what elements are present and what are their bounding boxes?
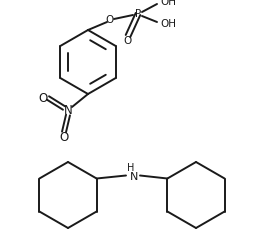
Text: OH: OH xyxy=(160,19,176,29)
Text: H: H xyxy=(127,163,135,173)
Text: OH: OH xyxy=(160,0,176,7)
Text: O: O xyxy=(38,91,48,105)
Text: O: O xyxy=(124,36,132,46)
Text: N: N xyxy=(130,172,138,182)
Text: N: N xyxy=(64,104,72,117)
Text: O: O xyxy=(59,130,69,143)
Text: O: O xyxy=(106,15,114,25)
Text: P: P xyxy=(135,9,141,19)
